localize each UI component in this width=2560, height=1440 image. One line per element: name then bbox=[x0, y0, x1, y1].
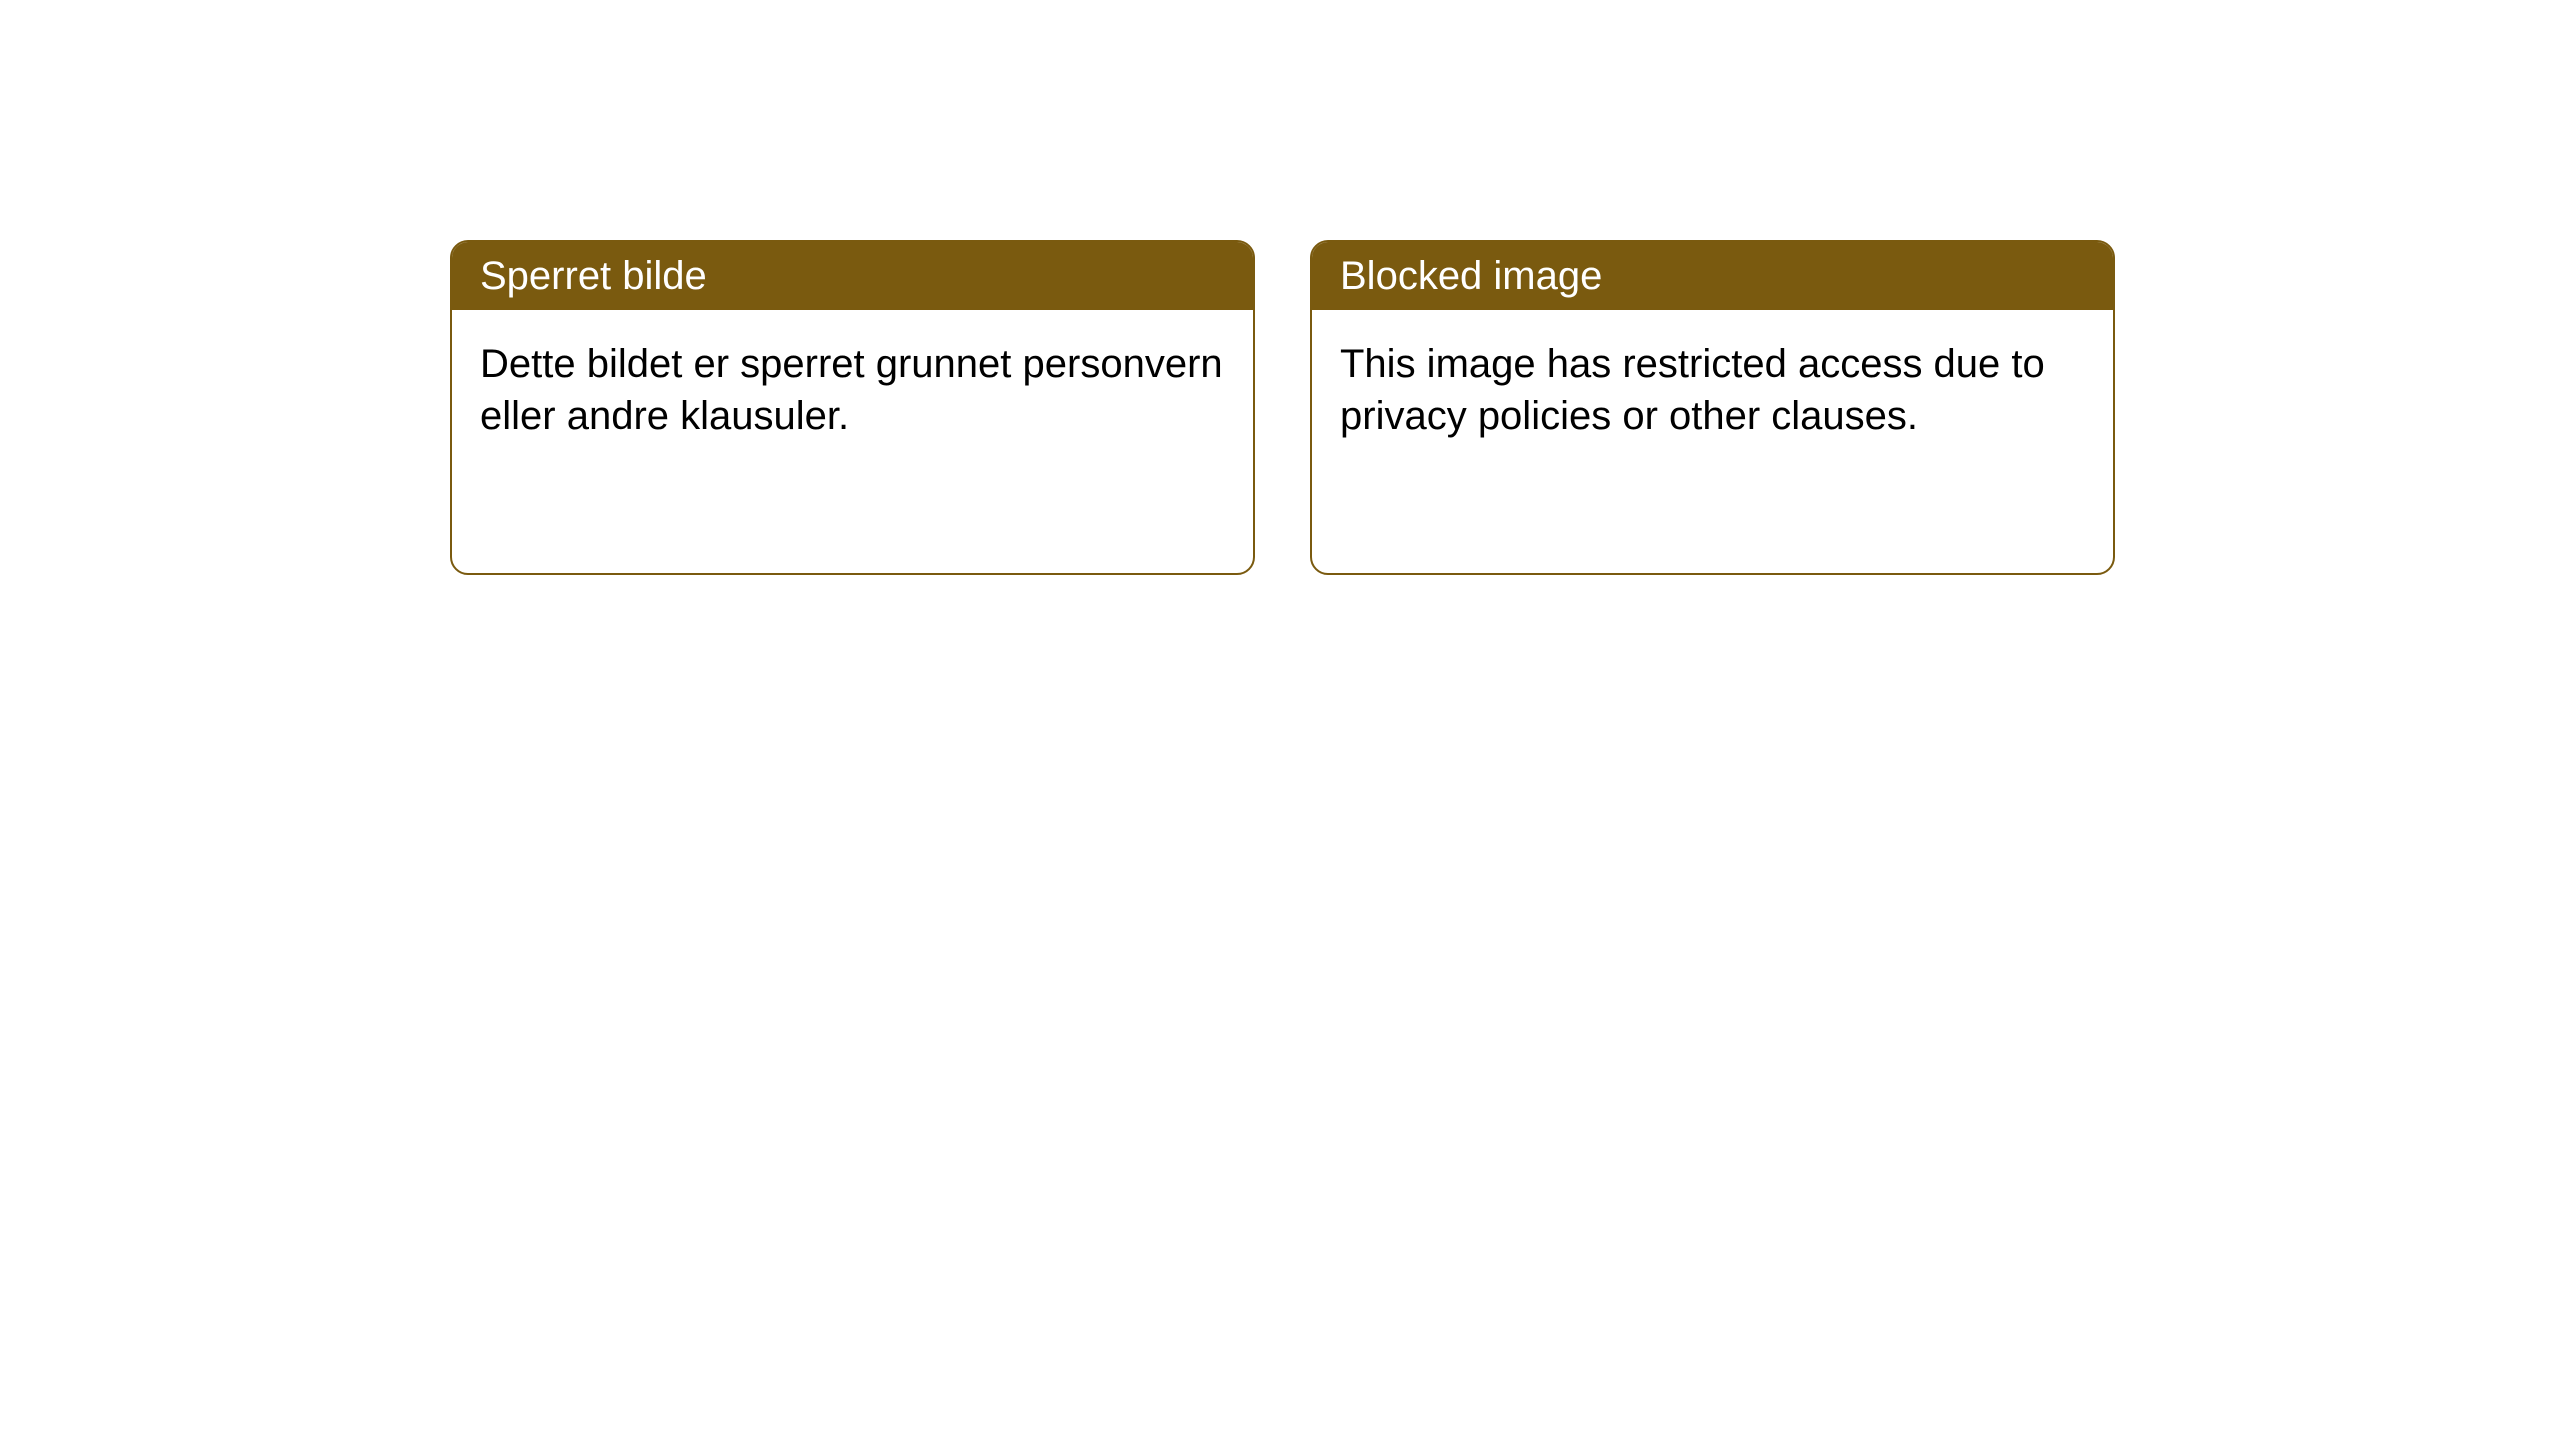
card-header: Blocked image bbox=[1312, 242, 2113, 310]
card-header: Sperret bilde bbox=[452, 242, 1253, 310]
blocked-image-card-no: Sperret bilde Dette bildet er sperret gr… bbox=[450, 240, 1255, 575]
blocked-image-card-en: Blocked image This image has restricted … bbox=[1310, 240, 2115, 575]
card-body-text: This image has restricted access due to … bbox=[1340, 342, 2045, 438]
card-title: Blocked image bbox=[1340, 254, 1602, 298]
card-body: Dette bildet er sperret grunnet personve… bbox=[452, 310, 1253, 470]
card-body: This image has restricted access due to … bbox=[1312, 310, 2113, 470]
cards-container: Sperret bilde Dette bildet er sperret gr… bbox=[0, 0, 2560, 575]
card-title: Sperret bilde bbox=[480, 254, 707, 298]
card-body-text: Dette bildet er sperret grunnet personve… bbox=[480, 342, 1223, 438]
